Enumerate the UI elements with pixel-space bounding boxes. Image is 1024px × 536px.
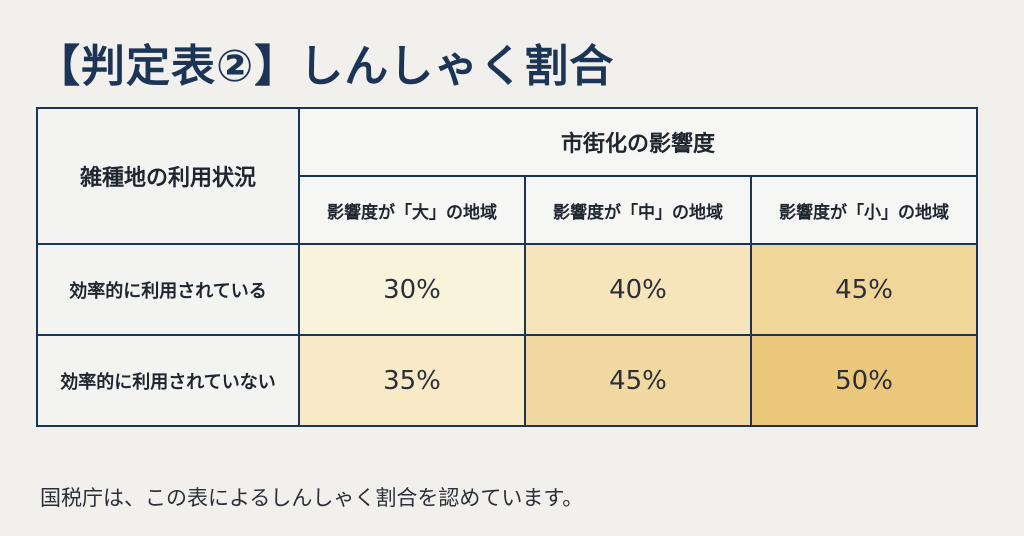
cell-inefficient-small: 50% [749, 334, 979, 427]
cell-efficient-small: 45% [749, 243, 979, 336]
table-row-efficient: 効率的に利用されている 30% 40% 45% [36, 243, 979, 336]
page-title: 【判定表②】しんしゃく割合 [36, 41, 615, 92]
urbanization-impact-header: 市街化の影響度 [297, 107, 979, 177]
footnote: 国税庁は、この表によるしんしゃく割合を認めています。 [40, 486, 584, 510]
cell-inefficient-medium: 45% [524, 334, 752, 427]
row-label-efficient: 効率的に利用されている [36, 243, 300, 336]
cell-efficient-large: 30% [298, 243, 526, 336]
table-row-inefficient: 効率的に利用されていない 35% 45% 50% [36, 334, 979, 427]
cell-efficient-medium: 40% [524, 243, 752, 336]
cell-inefficient-large: 35% [298, 334, 526, 427]
impact-small-header: 影響度が「小」の地域 [749, 175, 979, 245]
land-usage-header: 雑種地の利用状況 [36, 107, 300, 245]
judgment-table: 雑種地の利用状況 市街化の影響度 影響度が「大」の地域 影響度が「中」の地域 影… [36, 107, 979, 427]
row-label-inefficient: 効率的に利用されていない [36, 334, 300, 427]
impact-large-header: 影響度が「大」の地域 [298, 175, 526, 245]
impact-medium-header: 影響度が「中」の地域 [524, 175, 752, 245]
